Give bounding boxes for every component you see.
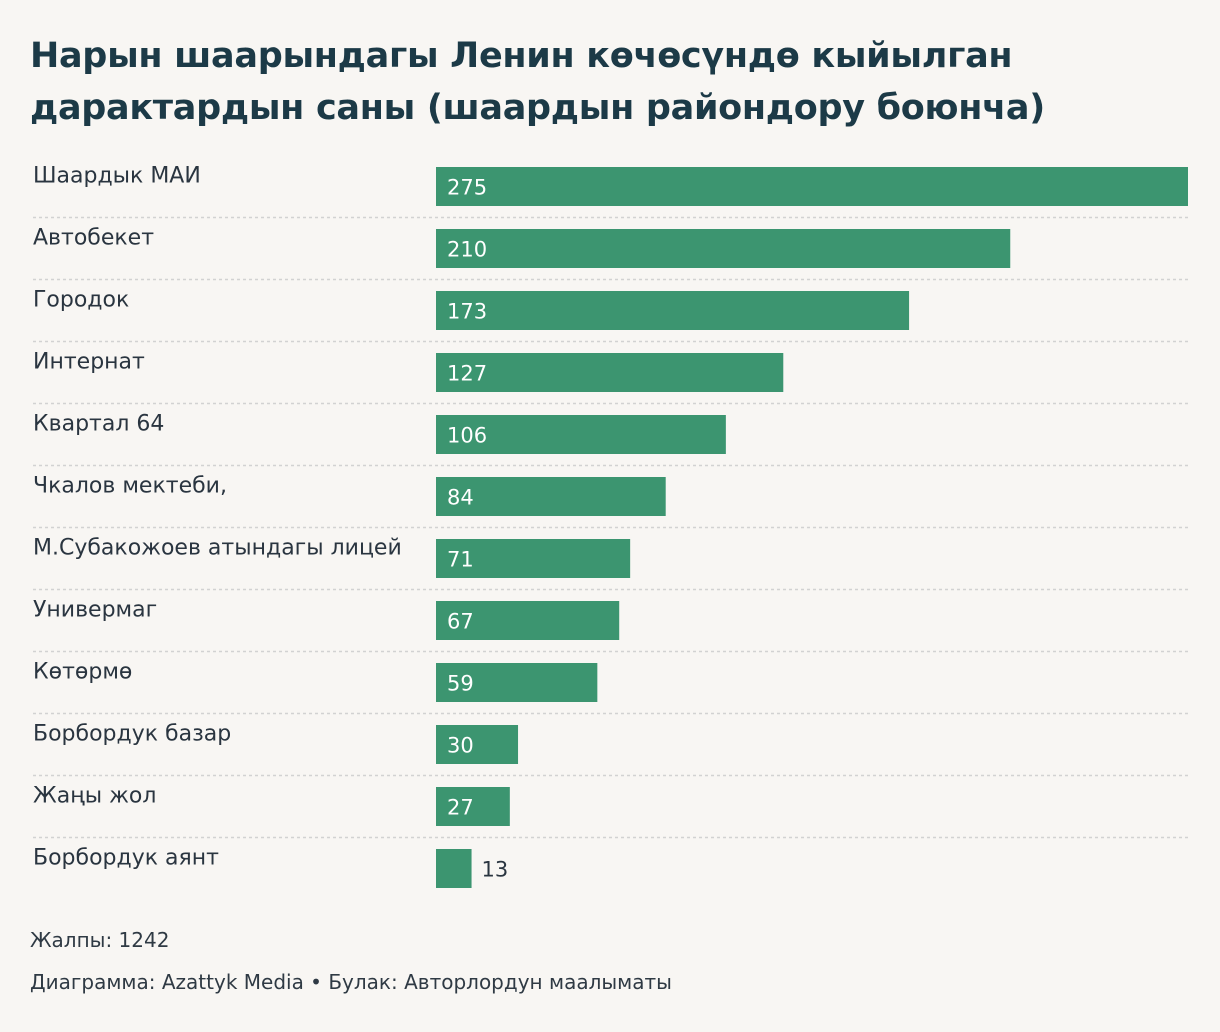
category-label: Борбордук аянт: [33, 846, 219, 871]
category-label: Городок: [33, 288, 129, 313]
bar: [436, 477, 666, 516]
chart-title: Нарын шаарындагы Ленин көчөсүндө кыйылга…: [30, 36, 1045, 128]
category-label: Интернат: [33, 350, 145, 375]
value-label: 13: [482, 858, 509, 882]
category-label: Борбордук базар: [33, 722, 231, 747]
total-note: Жалпы: 1242: [30, 928, 170, 952]
value-label: 106: [447, 424, 487, 448]
bar: [436, 725, 519, 764]
bar: [436, 229, 1011, 268]
category-label: Чкалов мектеби,: [33, 474, 227, 499]
category-label: Квартал 64: [33, 412, 164, 437]
bar: [436, 663, 598, 702]
bar-rows: Шаардык МАИ 275 Автобекет 210 Городок 173 Инте…: [33, 164, 1188, 888]
value-label: 27: [447, 796, 474, 820]
value-label: 173: [447, 300, 487, 324]
value-label: 127: [447, 362, 487, 386]
category-label: Көтөрмө: [33, 660, 132, 685]
bar: [436, 353, 784, 392]
bar: [436, 601, 620, 640]
value-label: 30: [447, 734, 474, 758]
credit-note: Диаграмма: Azattyk Media • Булак: Авторл…: [30, 970, 672, 994]
value-label: 275: [447, 176, 487, 200]
bar: [436, 849, 472, 888]
category-label: М.Субакожоев атындагы лицей: [33, 536, 402, 561]
value-label: 67: [447, 610, 474, 634]
category-label: Универмаг: [33, 598, 157, 623]
value-label: 59: [447, 672, 474, 696]
category-label: Автобекет: [33, 226, 154, 251]
bar: [436, 167, 1188, 206]
category-label: Жаңы жол: [33, 784, 156, 809]
value-label: 84: [447, 486, 474, 510]
value-label: 210: [447, 238, 487, 262]
value-label: 71: [447, 548, 474, 572]
bar: [436, 415, 726, 454]
bar: [436, 291, 910, 330]
bar: [436, 787, 510, 826]
bar: [436, 539, 631, 578]
category-label: Шаардык МАИ: [33, 164, 201, 189]
